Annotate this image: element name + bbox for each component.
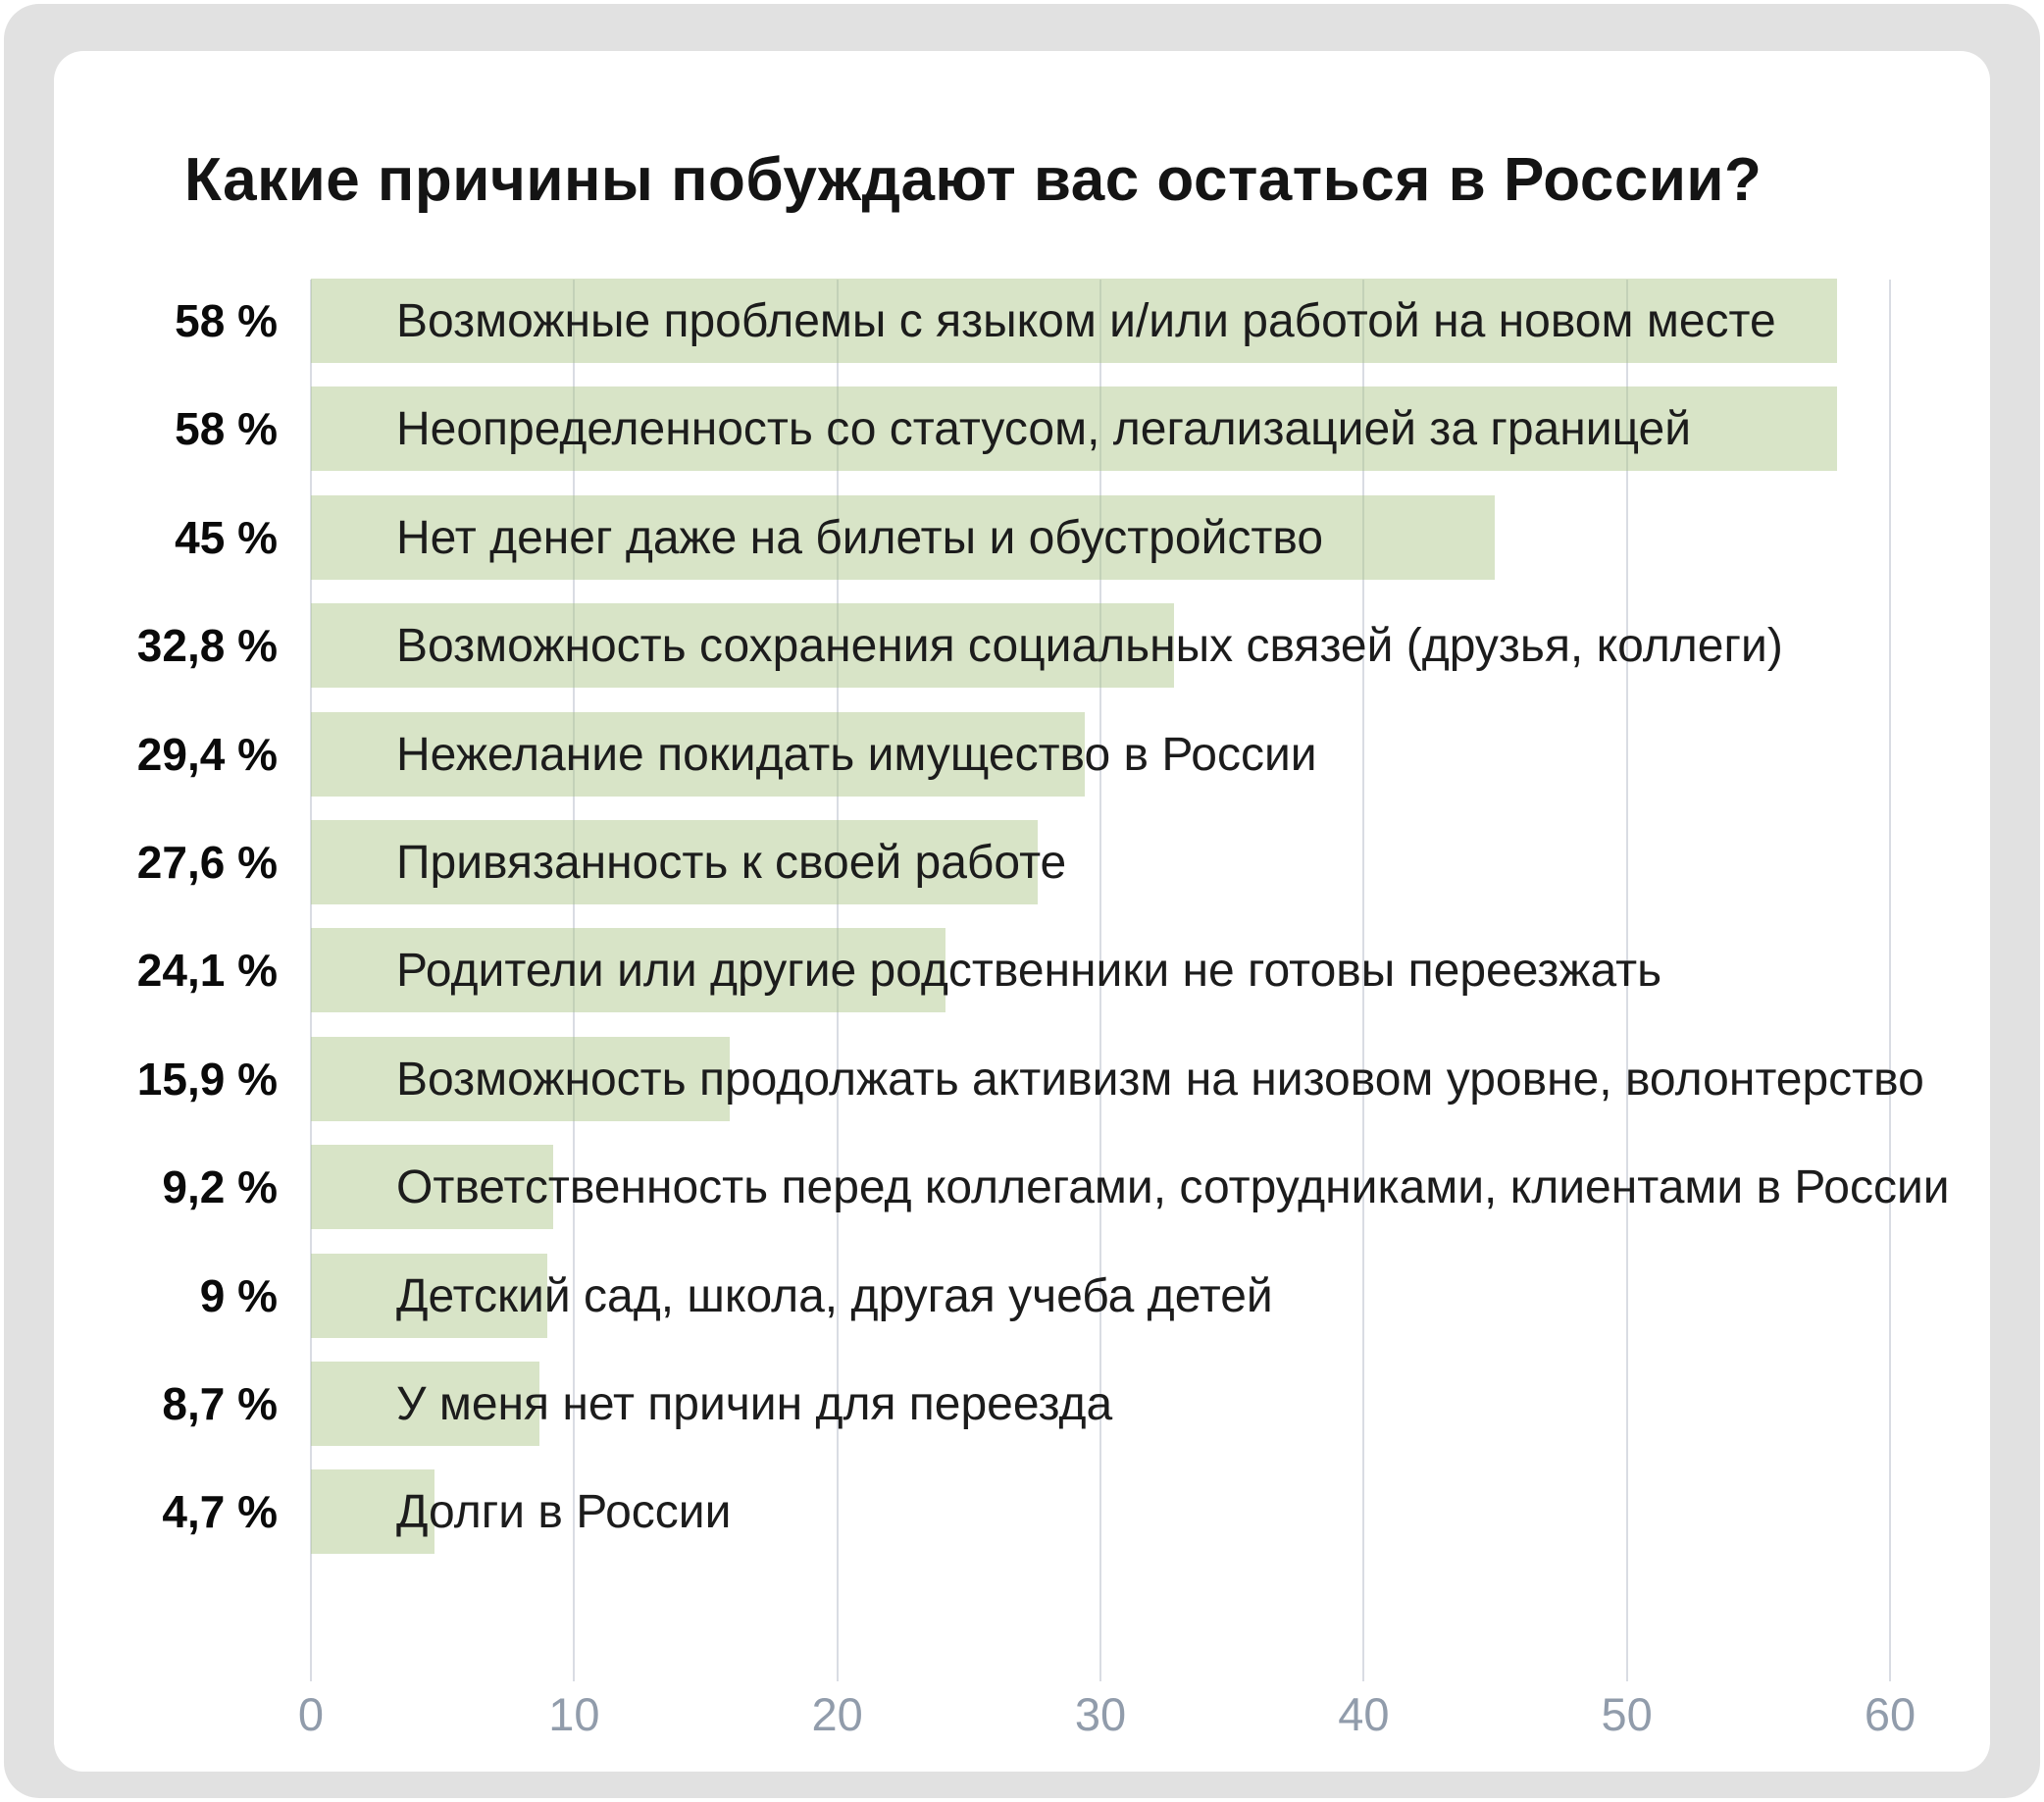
gridline-x-50 [1625,280,1628,1681]
bar-value-label: 32,8 % [136,620,278,672]
bar-category-label: Долги в России [396,1486,732,1539]
bar-category-label: Родители или другие родственники не гото… [396,945,1662,998]
bar [311,386,1838,472]
bar [311,494,1496,580]
bar-value-label: 9,2 % [162,1161,278,1213]
chart-title: Какие причины побуждают вас остаться в Р… [184,146,1763,214]
bar-value-label: 29,4 % [136,728,278,780]
x-axis-tick-label: 50 [1601,1688,1653,1740]
bar [311,279,1838,363]
chart-card: Какие причины побуждают вас остаться в Р… [54,51,1990,1772]
bar-value-label: 27,6 % [136,837,278,888]
bar-value-label: 45 % [175,511,278,563]
x-axis-tick-label: 10 [548,1688,600,1740]
bar-category-label: Неопределенность со статусом, легализаци… [396,403,1692,456]
gridline-x-60 [1888,280,1891,1681]
bar-category-label: Нежелание покидать имущество в России [396,728,1317,781]
bar-value-label: 8,7 % [162,1378,278,1429]
bar-category-label: Возможные проблемы с языком и/или работо… [396,295,1776,347]
bar [311,1469,435,1555]
bar [311,603,1175,689]
bar-value-label: 9 % [199,1269,278,1321]
bar [311,1036,730,1121]
x-axis-tick-label: 0 [297,1688,325,1740]
gridline-x-20 [836,280,839,1681]
bar [311,1145,553,1230]
bar [311,928,945,1013]
bar-category-label: Нет денег даже на билеты и обустройство [396,511,1324,564]
bar-category-label: Привязанность к своей работе [396,837,1067,889]
bar [311,1253,548,1338]
gridline-x-10 [573,280,576,1681]
bar-category-label: Детский сад, школа, другая учеба детей [396,1269,1273,1322]
bar-category-label: Ответственность перед коллегами, сотрудн… [396,1161,1950,1214]
gridline-x-0 [310,280,312,1681]
bar-category-label: У меня нет причин для переезда [396,1378,1113,1430]
bar [311,711,1085,797]
bar-category-label: Возможность сохранения социальных связей… [396,620,1783,673]
bar-value-label: 15,9 % [136,1053,278,1105]
gridline-x-30 [1099,280,1101,1681]
x-axis-tick-label: 60 [1864,1688,1916,1740]
x-axis-tick-label: 30 [1074,1688,1127,1740]
x-axis-tick-label: 20 [811,1688,863,1740]
bar-value-label: 58 % [175,403,278,455]
bar-value-label: 58 % [175,295,278,346]
bar-category-label: Возможность продолжать активизм на низов… [396,1053,1924,1106]
bar [311,820,1038,904]
gridline-x-40 [1362,280,1365,1681]
x-axis-tick-label: 40 [1338,1688,1390,1740]
bar [311,1362,540,1446]
bar-value-label: 4,7 % [162,1486,278,1538]
bar-value-label: 24,1 % [136,945,278,997]
